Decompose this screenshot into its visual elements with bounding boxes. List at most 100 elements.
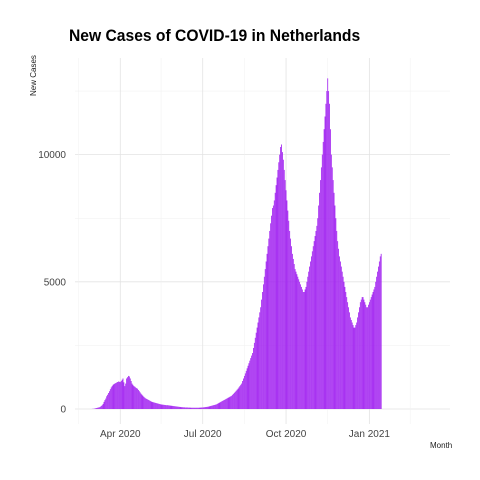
bar <box>106 396 108 409</box>
bar <box>140 393 142 409</box>
bar <box>112 384 114 409</box>
bar <box>223 400 224 409</box>
bar <box>169 405 171 409</box>
bar <box>147 399 149 409</box>
bar <box>176 406 178 409</box>
bar <box>109 389 111 409</box>
bar <box>202 407 204 409</box>
bar <box>183 407 185 409</box>
bar <box>242 381 243 409</box>
bar <box>99 406 101 409</box>
bar <box>129 378 131 409</box>
bar <box>267 246 269 409</box>
bar <box>251 355 253 409</box>
bar <box>309 266 311 409</box>
bar <box>139 392 141 409</box>
bar <box>128 375 129 409</box>
bar <box>272 208 273 409</box>
bar <box>208 406 210 409</box>
bar <box>266 253 268 409</box>
bar <box>254 337 256 409</box>
bar <box>308 271 310 409</box>
bar <box>207 406 209 409</box>
bar <box>171 405 173 409</box>
bar <box>211 405 213 409</box>
bar <box>102 403 104 409</box>
bar <box>300 284 301 409</box>
bar <box>99 407 100 409</box>
bar <box>377 271 378 409</box>
bar <box>348 307 349 409</box>
bar <box>317 218 319 409</box>
bar <box>182 407 184 409</box>
bar <box>162 404 164 409</box>
bar <box>294 269 296 409</box>
bar <box>213 405 214 409</box>
bar <box>179 406 181 409</box>
bar <box>216 403 218 409</box>
bar <box>146 398 147 409</box>
bar <box>151 401 153 409</box>
bar <box>257 322 259 409</box>
bar <box>372 292 374 409</box>
bar <box>356 322 358 409</box>
bar <box>295 271 297 409</box>
bar <box>278 162 280 409</box>
bar <box>194 407 195 409</box>
bar <box>195 407 197 409</box>
bar <box>142 395 144 409</box>
bar <box>248 363 250 409</box>
y-tick-label: 10000 <box>38 150 66 161</box>
bar <box>323 129 325 409</box>
bar <box>362 297 364 409</box>
bar <box>354 327 356 409</box>
bar <box>125 383 127 409</box>
x-tick-label: Oct 2020 <box>266 429 307 440</box>
bar <box>263 276 265 409</box>
bar <box>234 391 236 409</box>
bar <box>320 167 322 409</box>
bar <box>239 386 241 409</box>
bar <box>299 281 301 409</box>
bar <box>365 304 367 409</box>
bar <box>281 144 282 409</box>
bar <box>253 342 255 409</box>
bar <box>217 403 219 409</box>
bar <box>109 391 110 409</box>
bar <box>98 407 99 409</box>
bar <box>241 383 243 409</box>
bar <box>277 169 279 409</box>
bar <box>123 382 125 409</box>
bar <box>101 405 103 409</box>
bar <box>344 286 346 409</box>
x-tick-labels: Apr 2020 Jul 2020 Oct 2020 Jan 2021 <box>100 429 390 440</box>
bar <box>358 312 359 409</box>
bar <box>364 302 366 409</box>
bar <box>347 302 349 409</box>
bar <box>243 375 245 409</box>
bar <box>350 319 352 409</box>
bar <box>108 392 109 409</box>
bar <box>357 317 359 409</box>
bar <box>118 381 119 409</box>
bar <box>313 241 315 409</box>
bar <box>345 292 347 409</box>
bar <box>161 404 163 409</box>
bar <box>302 292 304 409</box>
bar <box>307 276 309 409</box>
bar <box>366 307 368 409</box>
bar <box>336 230 338 409</box>
bar <box>186 407 188 409</box>
bar <box>283 169 285 409</box>
bar <box>293 264 295 409</box>
bar <box>224 399 226 409</box>
bar <box>296 274 298 409</box>
bar <box>127 377 128 409</box>
x-tick-label: Jan 2021 <box>349 429 391 440</box>
bar <box>325 103 327 410</box>
bar <box>297 276 299 409</box>
bar <box>154 402 156 409</box>
bar <box>201 407 203 409</box>
bar <box>378 261 380 409</box>
